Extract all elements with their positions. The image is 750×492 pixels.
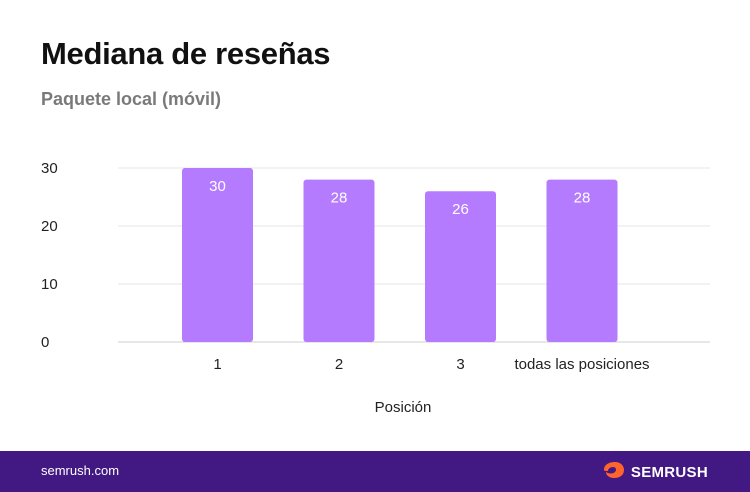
bar[interactable] bbox=[425, 191, 496, 342]
bar-value-label: 30 bbox=[209, 178, 226, 195]
chart-title: Mediana de reseñas bbox=[41, 36, 331, 71]
x-tick-label: 2 bbox=[335, 356, 343, 373]
bar[interactable] bbox=[546, 179, 618, 342]
footer-url[interactable]: semrush.com bbox=[41, 463, 120, 478]
bar-value-label: 28 bbox=[331, 190, 348, 207]
x-axis-label: Posición bbox=[375, 399, 432, 416]
brand-logo[interactable]: SEMRUSH bbox=[603, 461, 708, 484]
bar-chart: 0 10 20 30 30 28 26 28 1 2 3 todas las posiciones… bbox=[41, 160, 710, 416]
bar[interactable] bbox=[182, 168, 253, 342]
semrush-flame-icon bbox=[603, 461, 625, 484]
y-tick-label: 10 bbox=[41, 276, 58, 293]
bar-value-labels: 30 28 26 28 bbox=[209, 178, 590, 218]
bars bbox=[182, 168, 618, 342]
bar[interactable] bbox=[303, 179, 375, 342]
y-tick-labels: 0 10 20 30 bbox=[41, 160, 58, 351]
chart-subtitle: Paquete local (móvil) bbox=[41, 89, 222, 109]
x-tick-labels: 1 2 3 todas las posiciones bbox=[213, 356, 649, 373]
bar-value-label: 26 bbox=[452, 201, 469, 218]
footer-bar: semrush.com SEMRUSH bbox=[0, 451, 750, 492]
y-tick-label: 0 bbox=[41, 334, 49, 351]
y-tick-label: 20 bbox=[41, 218, 58, 235]
bar-value-label: 28 bbox=[574, 190, 591, 207]
brand-name: SEMRUSH bbox=[630, 464, 708, 481]
x-tick-label: todas las posiciones bbox=[514, 356, 649, 373]
y-tick-label: 30 bbox=[41, 160, 58, 177]
x-tick-label: 3 bbox=[456, 356, 464, 373]
x-tick-label: 1 bbox=[213, 356, 221, 373]
